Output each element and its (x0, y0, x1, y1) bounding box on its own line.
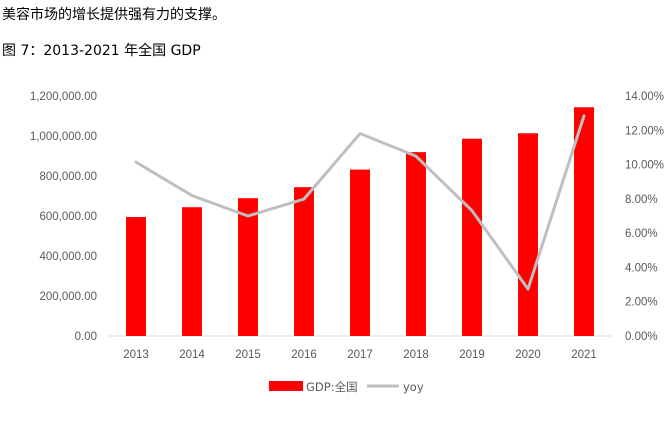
legend: GDP:全国 yoy (269, 380, 424, 394)
bar-series (126, 107, 594, 337)
figure-title: 图 7：2013-2021 年全国 GDP (2, 43, 201, 59)
y-right-tick-label: 8.00% (625, 194, 658, 206)
x-tick-label: 2017 (347, 349, 373, 361)
y-right-tick-label: 10.00% (625, 160, 664, 172)
x-tick-label: 2019 (459, 349, 485, 361)
x-tick-label: 2018 (403, 349, 429, 361)
x-tick-label: 2013 (123, 349, 149, 361)
y-left-tick-label: 400,000.00 (39, 251, 97, 263)
bar-gdp (126, 216, 146, 336)
y-right-tick-label: 12.00% (625, 125, 664, 137)
y-left-tick-label: 1,200,000.00 (30, 91, 97, 103)
bar-gdp (294, 187, 314, 336)
y-left-tick-label: 600,000.00 (39, 211, 97, 223)
y-right-tick-label: 2.00% (625, 297, 658, 309)
legend-swatch-gdp (269, 381, 303, 391)
line-series (134, 114, 586, 291)
bar-gdp (350, 169, 370, 336)
y-right-tick-label: 4.00% (625, 262, 658, 274)
legend-label-yoy: yoy (403, 380, 424, 394)
x-tick-label: 2014 (179, 349, 205, 361)
x-tick-label: 2015 (235, 349, 261, 361)
y-left-tick-label: 0.00 (75, 331, 97, 343)
bar-gdp (574, 107, 594, 337)
y-left-tick-label: 800,000.00 (39, 171, 97, 183)
y-right-tick-label: 6.00% (625, 228, 658, 240)
bar-gdp (406, 152, 426, 336)
x-tick-label: 2016 (291, 349, 317, 361)
y-left-tick-label: 1,000,000.00 (30, 131, 97, 143)
legend-label-gdp: GDP:全国 (306, 380, 358, 394)
bar-gdp (182, 207, 202, 336)
chart-axes: 0.00 200,000.00 400,000.00 600,000.00 800,00… (30, 91, 664, 361)
bar-gdp (238, 198, 258, 336)
y-left-tick-label: 200,000.00 (39, 291, 97, 303)
y-right-tick-label: 0.00% (625, 331, 658, 343)
x-tick-label: 2021 (571, 349, 597, 361)
y-right-tick-label: 14.00% (625, 91, 664, 103)
intro-text: 美容市场的增长提供强有力的支撑。 (2, 7, 226, 23)
bar-gdp (518, 133, 538, 336)
bar-gdp (462, 138, 482, 336)
x-tick-label: 2020 (515, 349, 541, 361)
